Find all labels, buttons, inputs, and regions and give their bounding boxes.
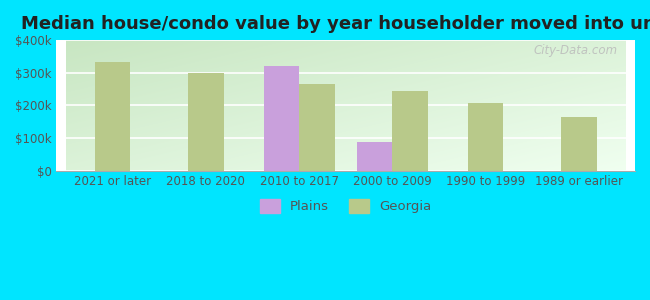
- Title: Median house/condo value by year householder moved into unit: Median house/condo value by year househo…: [21, 15, 650, 33]
- Bar: [299, 84, 335, 171]
- Bar: [468, 103, 504, 171]
- Bar: [264, 66, 299, 171]
- Text: City-Data.com: City-Data.com: [534, 44, 618, 57]
- Legend: Plains, Georgia: Plains, Georgia: [255, 194, 437, 219]
- Bar: [562, 117, 597, 171]
- Bar: [393, 91, 428, 171]
- Bar: [95, 62, 130, 171]
- Bar: [188, 74, 224, 171]
- Bar: [357, 142, 393, 171]
